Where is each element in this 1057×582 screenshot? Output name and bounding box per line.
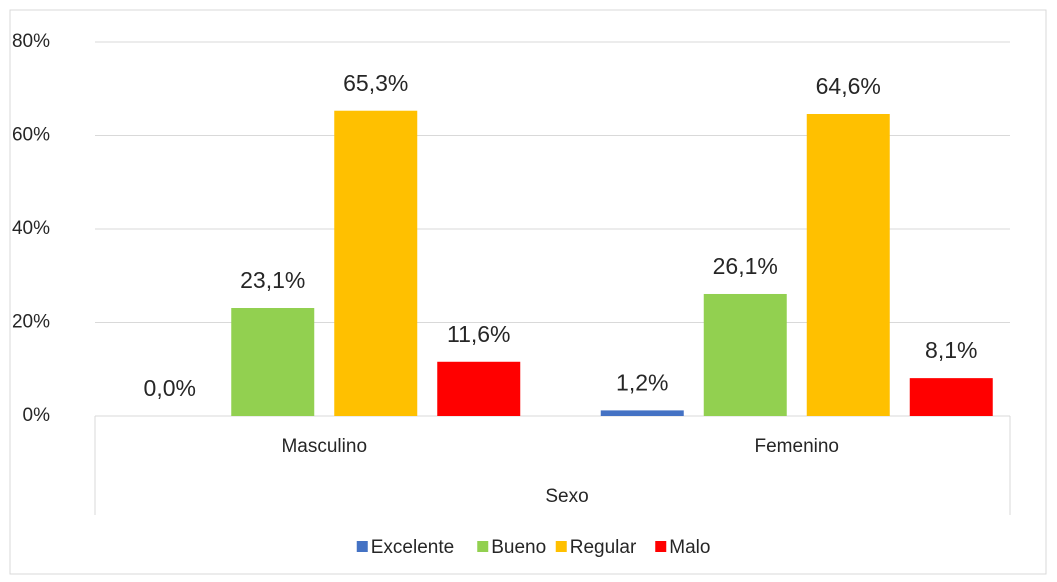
x-axis-title: Sexo	[545, 486, 588, 507]
bar	[437, 361, 521, 416]
y-tick-label: 80%	[12, 31, 50, 52]
legend-swatch	[356, 541, 368, 552]
value-label: 8,1%	[925, 337, 977, 363]
bar	[909, 378, 993, 416]
bar	[600, 410, 684, 416]
chart-border	[9, 9, 1047, 575]
legend-label: Excelente	[371, 537, 454, 558]
x-tick-label: Masculino	[281, 436, 367, 457]
legend-swatch	[555, 541, 567, 552]
y-tick-label: 60%	[12, 125, 50, 146]
value-label: 0,0%	[144, 375, 196, 401]
y-tick-label: 40%	[12, 218, 50, 239]
legend-swatch	[655, 541, 667, 552]
bar	[334, 110, 418, 416]
bar	[806, 113, 890, 417]
value-label: 64,6%	[816, 73, 881, 99]
legend-label: Bueno	[491, 537, 546, 558]
value-label: 11,6%	[447, 321, 511, 347]
y-tick-label: 20%	[12, 312, 50, 333]
bar	[231, 308, 315, 416]
legend-label: Regular	[570, 537, 637, 558]
y-tick-label: 0%	[23, 405, 51, 426]
value-label: 65,3%	[343, 70, 408, 96]
value-label: 23,1%	[240, 267, 305, 293]
legend-label: Malo	[669, 537, 710, 558]
value-label: 1,2%	[616, 369, 668, 395]
bar	[703, 293, 787, 416]
legend-swatch	[477, 541, 489, 552]
x-tick-label: Femenino	[755, 436, 840, 457]
value-label: 26,1%	[713, 253, 778, 279]
